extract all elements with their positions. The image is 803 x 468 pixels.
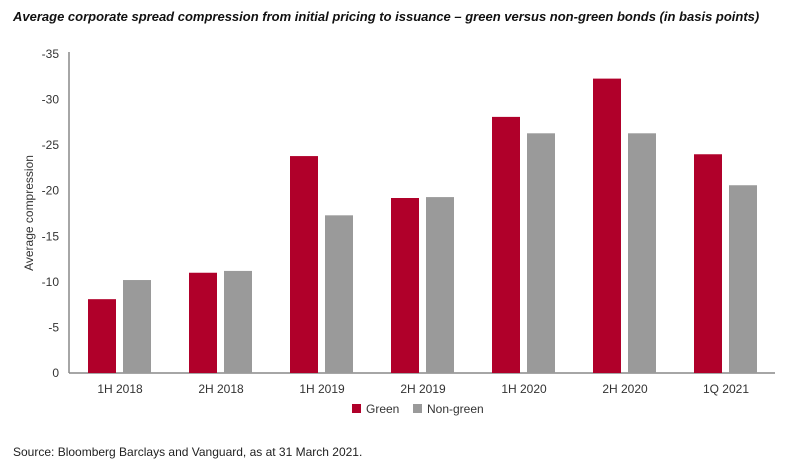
source-note: Source: Bloomberg Barclays and Vanguard,…: [13, 445, 363, 459]
x-tick-label: 2H 2018: [198, 382, 244, 396]
legend-label-non-green: Non-green: [427, 402, 484, 416]
bar-green-1q-2021: [694, 154, 722, 373]
x-tick-label: 1H 2019: [299, 382, 345, 396]
y-tick-label: -35: [42, 47, 60, 61]
y-tick-label: -30: [42, 93, 60, 107]
chart-title: Average corporate spread compression fro…: [13, 9, 760, 24]
x-tick-label: 2H 2020: [602, 382, 648, 396]
legend-swatch-green: [352, 404, 361, 413]
bar-green-1h-2018: [88, 299, 116, 373]
x-tick-label: 1Q 2021: [703, 382, 749, 396]
y-tick-label: -5: [48, 320, 59, 334]
legend-label-green: Green: [366, 402, 399, 416]
x-tick-label: 2H 2019: [400, 382, 446, 396]
bar-green-1h-2019: [290, 156, 318, 373]
x-tick-label: 1H 2020: [501, 382, 547, 396]
y-tick-label: -20: [42, 184, 60, 198]
bar-non-green-1h-2018: [123, 280, 151, 373]
bar-non-green-2h-2018: [224, 270, 252, 373]
x-tick-label: 1H 2018: [97, 382, 143, 396]
legend-swatch-non-green: [413, 404, 422, 413]
bar-non-green-2h-2019: [426, 197, 454, 373]
y-tick-label: -10: [42, 275, 60, 289]
bar-non-green-1q-2021: [729, 185, 757, 373]
y-axis-label: Average compression: [22, 155, 36, 271]
bar-green-2h-2019: [391, 198, 419, 373]
bar-green-2h-2020: [593, 78, 621, 373]
y-tick-label: -25: [42, 138, 60, 152]
bar-non-green-1h-2019: [325, 215, 353, 373]
bar-non-green-1h-2020: [527, 133, 555, 373]
bar-non-green-2h-2020: [628, 133, 656, 373]
bar-green-2h-2018: [189, 272, 217, 373]
bar-green-1h-2020: [492, 116, 520, 373]
y-tick-label: 0: [52, 366, 59, 380]
y-tick-label: -15: [42, 229, 60, 243]
